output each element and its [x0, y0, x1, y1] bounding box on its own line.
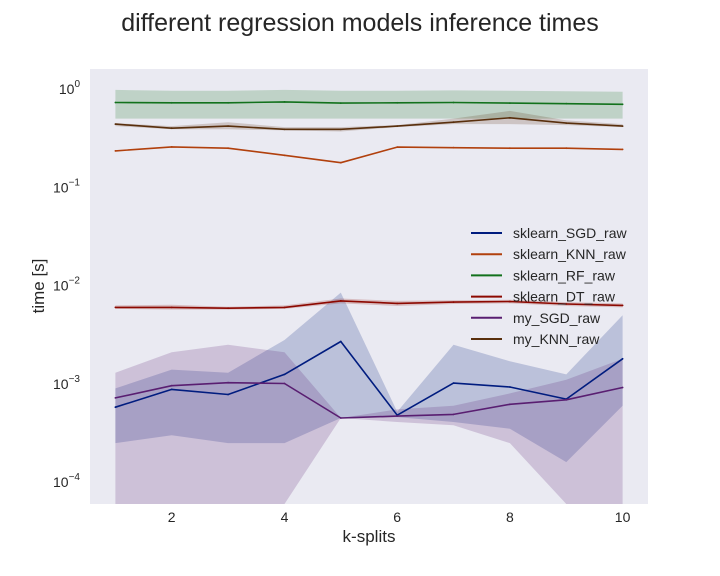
legend-label: sklearn_DT_raw	[513, 289, 616, 305]
x-tick-label: 10	[615, 509, 631, 525]
legend: sklearn_SGD_raw sklearn_KNN_raw sklearn_RF…	[471, 225, 627, 347]
my-sgd-raw-point	[509, 403, 511, 406]
sklearn-knn-raw-point	[170, 146, 173, 148]
sklearn-sgd-raw-point	[509, 386, 511, 388]
sklearn-knn-raw-point	[339, 161, 342, 164]
my-sgd-raw-point	[170, 384, 173, 387]
sklearn-rf-raw-point	[396, 101, 399, 104]
my-knn-raw-point	[227, 125, 230, 127]
sklearn-knn-raw-point	[396, 146, 399, 149]
sklearn-rf-raw-point	[283, 101, 286, 103]
x-axis-label: k-splits	[343, 527, 396, 546]
sklearn-knn-raw-point	[509, 147, 511, 150]
my-sgd-raw-point	[565, 398, 568, 401]
my-sgd-raw-point	[452, 413, 455, 416]
my-knn-raw-line	[115, 117, 623, 131]
sklearn-knn-raw-point	[621, 148, 624, 151]
series-lines	[114, 101, 624, 419]
sklearn-sgd-raw-line	[115, 340, 624, 417]
sklearn-sgd-raw-point	[170, 388, 173, 391]
my-knn-raw-point	[339, 128, 342, 131]
y-tick-label: 10−2	[53, 276, 80, 294]
sklearn-rf-raw-band	[115, 89, 623, 119]
sklearn-dt-raw-point	[621, 304, 624, 307]
x-tick-label: 4	[281, 509, 289, 525]
sklearn-rf-raw-point	[452, 101, 455, 104]
sklearn-knn-raw-point	[452, 146, 455, 149]
x-tick-label: 8	[506, 509, 514, 525]
sklearn-sgd-raw-point	[227, 393, 230, 396]
plot-background	[90, 69, 648, 504]
my-sgd-raw-point	[339, 417, 342, 419]
y-tick-label: 10−1	[53, 177, 80, 195]
sklearn-sgd-raw-point	[621, 357, 624, 360]
sklearn-sgd-raw-point	[339, 340, 342, 343]
sklearn-rf-raw-point	[227, 101, 230, 104]
my-knn-raw-point	[170, 127, 173, 130]
sklearn-dt-raw-point	[452, 301, 455, 303]
y-tick-label: 10−4	[53, 472, 80, 490]
sklearn-rf-raw-point	[170, 101, 173, 104]
y-axis-label: time [s]	[29, 259, 48, 314]
legend-label: sklearn_KNN_raw	[513, 246, 627, 262]
my-sgd-raw-point	[621, 386, 624, 389]
sklearn-dt-raw-point	[339, 300, 342, 302]
x-tick-label: 6	[393, 509, 401, 525]
sklearn-rf-raw-point	[114, 101, 117, 104]
sklearn-dt-raw-point	[227, 307, 230, 310]
sklearn-knn-raw-point	[283, 154, 286, 157]
my-sgd-raw-band	[115, 344, 623, 504]
sklearn-sgd-raw-point	[114, 406, 117, 409]
sklearn-dt-raw-point	[509, 300, 511, 303]
legend-label: my_SGD_raw	[513, 310, 601, 326]
my-knn-raw-point	[114, 123, 117, 125]
sklearn-knn-raw-point	[114, 150, 117, 152]
sklearn-sgd-raw-point	[452, 382, 455, 384]
legend-label: my_KNN_raw	[513, 331, 600, 347]
sklearn-dt-raw-line	[115, 300, 623, 310]
sklearn-knn-raw-point	[565, 147, 568, 150]
axis-ticks: 2 4 6 8 10 10−4 10−3 10−2 10−1 100	[53, 79, 631, 525]
sklearn-rf-raw-point	[339, 102, 342, 104]
my-sgd-raw-point	[114, 397, 117, 399]
sklearn-dt-raw-point	[283, 306, 286, 309]
sklearn-dt-raw-point	[170, 306, 173, 309]
my-sgd-raw-point	[227, 381, 230, 384]
y-tick-label: 100	[59, 79, 81, 97]
my-knn-raw-point	[509, 116, 511, 119]
my-knn-raw-point	[452, 121, 455, 124]
sklearn-rf-raw-point	[509, 102, 511, 104]
my-knn-raw-point	[565, 122, 568, 124]
legend-label: sklearn_SGD_raw	[513, 225, 627, 241]
sklearn-knn-raw-point	[227, 147, 230, 150]
sklearn-sgd-raw-point	[283, 373, 286, 376]
y-tick-label: 10−3	[53, 374, 80, 392]
sklearn-knn-raw-line	[115, 146, 623, 164]
chart-title: different regression models inference ti…	[121, 9, 599, 37]
sklearn-rf-raw-line	[115, 101, 623, 106]
my-knn-raw-point	[621, 125, 624, 127]
legend-label: sklearn_RF_raw	[513, 267, 616, 283]
my-sgd-raw-point	[396, 415, 399, 417]
sklearn-dt-raw-point	[396, 302, 399, 305]
sklearn-dt-raw-point	[114, 306, 117, 309]
x-tick-label: 2	[168, 509, 176, 525]
sklearn-rf-raw-point	[565, 102, 568, 105]
sklearn-rf-raw-point	[621, 103, 624, 106]
my-knn-raw-point	[396, 125, 399, 127]
my-knn-raw-point	[283, 128, 286, 131]
sklearn-dt-raw-point	[565, 303, 568, 305]
my-sgd-raw-point	[283, 382, 286, 385]
my-sgd-raw-line	[115, 381, 623, 419]
